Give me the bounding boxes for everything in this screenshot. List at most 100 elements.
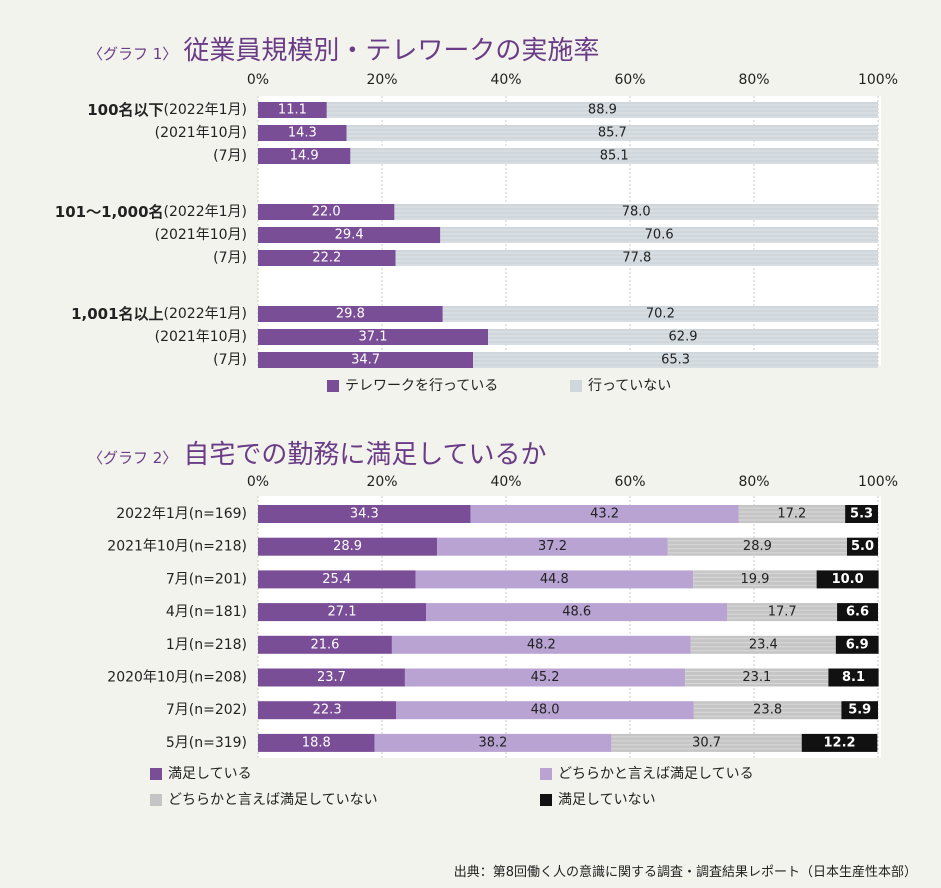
chart2-bar-segment-0 bbox=[258, 537, 438, 556]
chart1-bar-segment-0 bbox=[258, 227, 441, 243]
chart1-row-label: 101～1,000名(2022年1月) bbox=[55, 203, 247, 221]
chart1-xtick-label: 20% bbox=[366, 72, 397, 88]
chart1-title: 従業員規模別・テレワークの実施率 bbox=[183, 36, 600, 66]
chart2-data-label: 23.4 bbox=[749, 637, 778, 652]
chart2-bar-segment-0 bbox=[258, 603, 427, 622]
chart2-data-label: 18.8 bbox=[302, 735, 331, 750]
chart1-bar-segment-0 bbox=[258, 148, 351, 164]
chart1-row-label: (7月) bbox=[213, 250, 247, 266]
chart1-title-block: 〈グラフ 1〉 従業員規模別・テレワークの実施率 bbox=[88, 30, 599, 67]
chart2-data-label: 25.4 bbox=[322, 572, 351, 587]
chart2-row-label: 2021年10月(n=218) bbox=[107, 539, 247, 555]
chart1-data-label: 22.0 bbox=[312, 205, 341, 220]
chart2-legend-label: 満足していない bbox=[558, 792, 656, 808]
chart1-row-label: 1,001名以上(2022年1月) bbox=[71, 305, 247, 323]
chart2-bar-segment-2 bbox=[727, 603, 838, 622]
chart2-legend-label: どちらかと言えば満足している bbox=[558, 766, 754, 782]
chart2-bar-segment-0 bbox=[258, 733, 375, 752]
chart1-bar-segment-1 bbox=[442, 306, 878, 322]
chart2-row-label: 1月(n=218) bbox=[166, 637, 247, 653]
chart1-data-label: 85.1 bbox=[600, 149, 629, 164]
chart2-row-label: 7月(n=202) bbox=[166, 702, 247, 718]
chart2-bar-segment-3 bbox=[816, 570, 879, 589]
chart2-bar-segment-0 bbox=[258, 570, 416, 589]
chart2-row-label: 2022年1月(n=169) bbox=[116, 506, 247, 522]
chart1-xtick-label: 80% bbox=[738, 72, 769, 88]
chart2-bar-segment-3 bbox=[837, 603, 878, 622]
chart2-data-label: 48.2 bbox=[527, 637, 556, 652]
chart2-bar-segment-2 bbox=[667, 537, 847, 556]
chart2-data-label: 21.6 bbox=[310, 637, 339, 652]
chart1-bar-segment-0 bbox=[258, 250, 396, 266]
chart2-title-block: 〈グラフ 2〉 自宅での勤務に満足しているか bbox=[88, 434, 547, 471]
chart2-data-label: 48.6 bbox=[562, 605, 591, 620]
chart1-data-label: 70.2 bbox=[646, 307, 675, 322]
chart2-legend-swatch bbox=[540, 768, 552, 780]
chart2-bar-segment-2 bbox=[690, 635, 836, 654]
chart1-row-label: (2021年10月) bbox=[155, 329, 247, 345]
chart1-bar-segment-1 bbox=[346, 125, 878, 141]
chart2-bar-segment-0 bbox=[258, 505, 471, 523]
chart2-bar-segment-3 bbox=[828, 668, 879, 687]
chart1-data-label: 70.6 bbox=[645, 228, 674, 243]
chart2-bar-segment-3 bbox=[801, 733, 878, 752]
chart2-row-label: 5月(n=319) bbox=[166, 735, 247, 751]
chart2-data-label: 17.2 bbox=[777, 507, 806, 522]
chart1-bar-segment-0 bbox=[258, 352, 474, 368]
chart1-row-label: (7月) bbox=[213, 148, 247, 164]
chart1-data-label: 11.1 bbox=[278, 103, 307, 118]
chart1-data-label: 85.7 bbox=[598, 126, 627, 141]
source-note: 出典：第8回働く人の意識に関する調査・調査結果レポート（日本生産性本部） bbox=[453, 865, 917, 880]
chart1-data-label: 88.9 bbox=[588, 103, 617, 118]
chart2-bar-segment-1 bbox=[404, 668, 686, 687]
chart2-legend-label: どちらかと言えば満足していない bbox=[168, 792, 378, 808]
chart2-bar-segment-1 bbox=[374, 733, 612, 752]
chart2-data-label: 48.0 bbox=[531, 703, 560, 718]
chart2-legend-swatch bbox=[540, 794, 552, 806]
chart2-xtick-label: 80% bbox=[738, 474, 769, 490]
chart1-row-label: (2021年10月) bbox=[155, 227, 247, 243]
chart1-xtick-label: 60% bbox=[614, 72, 645, 88]
chart2-data-label: 6.9 bbox=[846, 637, 869, 652]
chart2-bar-segment-0 bbox=[258, 668, 405, 687]
chart2-data-label: 5.0 bbox=[851, 539, 874, 554]
chart1-legend-swatch bbox=[570, 380, 582, 392]
chart2-tag: 〈グラフ 2〉 bbox=[88, 449, 178, 467]
chart2-data-label: 23.1 bbox=[742, 670, 771, 685]
chart2-xtick-label: 20% bbox=[366, 474, 397, 490]
chart2-bar-segment-1 bbox=[415, 570, 694, 589]
chart2-bar-segment-0 bbox=[258, 635, 392, 654]
chart1-row-label: (7月) bbox=[213, 352, 247, 368]
chart2-bar-segment-1 bbox=[391, 635, 691, 654]
chart2-data-label: 17.7 bbox=[768, 605, 797, 620]
chart2-bar-segment-3 bbox=[841, 701, 878, 720]
chart2-data-label: 23.7 bbox=[317, 670, 346, 685]
chart2-data-label: 19.9 bbox=[740, 572, 769, 587]
chart1-xtick-label: 100% bbox=[858, 72, 898, 88]
chart2-data-label: 37.2 bbox=[538, 539, 567, 554]
chart1-legend-label: 行っていない bbox=[588, 378, 671, 394]
chart1-bar-segment-0 bbox=[258, 102, 327, 118]
chart2-data-label: 22.3 bbox=[313, 703, 342, 718]
chart1-bar-segment-1 bbox=[326, 102, 878, 118]
chart1-data-label: 14.3 bbox=[288, 126, 317, 141]
chart2-data-label: 34.3 bbox=[350, 507, 379, 522]
chart2-legend-swatch bbox=[150, 794, 162, 806]
chart2-bar-segment-2 bbox=[693, 570, 817, 589]
chart1-data-label: 22.2 bbox=[312, 251, 341, 266]
chart2-xtick-label: 0% bbox=[247, 474, 269, 490]
chart1-bar-segment-0 bbox=[258, 125, 347, 141]
chart1-legend-swatch bbox=[327, 380, 339, 392]
chart2-data-label: 10.0 bbox=[832, 572, 864, 587]
chart2-bar-segment-1 bbox=[470, 505, 739, 523]
chart2-row-label: 7月(n=201) bbox=[166, 571, 247, 587]
chart1-row-label: (2021年10月) bbox=[155, 125, 247, 141]
chart1-bar-segment-0 bbox=[258, 204, 395, 220]
chart1-data-label: 14.9 bbox=[290, 149, 319, 164]
chart2-data-label: 5.3 bbox=[850, 507, 873, 522]
chart1-bar-segment-0 bbox=[258, 329, 489, 345]
chart2-data-label: 38.2 bbox=[479, 735, 508, 750]
chart2-data-label: 45.2 bbox=[531, 670, 560, 685]
